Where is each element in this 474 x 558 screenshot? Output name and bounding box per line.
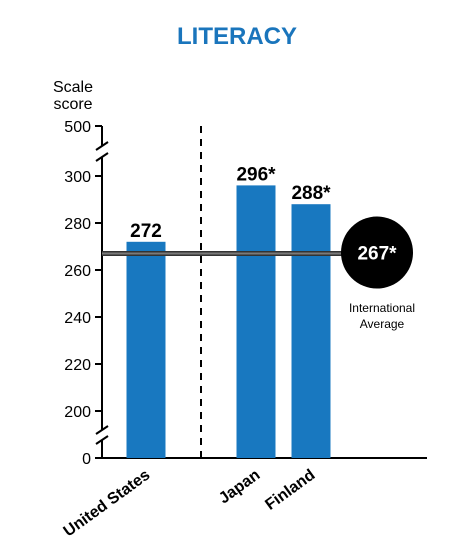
axis-break-mark-lower-a — [95, 435, 109, 445]
international-average-caption-line-1: International — [349, 301, 415, 315]
y-tick-label-260: 260 — [64, 263, 91, 280]
y-tick-label-240: 240 — [64, 310, 91, 327]
category-label-japan: Japan — [216, 466, 263, 507]
category-label-finland: Finland — [262, 466, 318, 513]
y-tick-label-220: 220 — [64, 357, 91, 374]
y-axis-title-line-1: Scale — [53, 79, 93, 96]
y-tick-label-500: 500 — [64, 119, 91, 136]
category-label-united-states: United States — [61, 466, 154, 540]
bar-united-states — [126, 241, 166, 458]
bar-finland — [291, 204, 331, 458]
y-tick-label-300: 300 — [64, 169, 91, 186]
axis-break-mark-upper-b — [95, 141, 109, 151]
bar-japan — [236, 185, 276, 458]
axis-break-mark-upper-a — [95, 152, 109, 162]
y-tick-label-280: 280 — [64, 216, 91, 233]
data-label-united-states: 272 — [130, 221, 162, 242]
y-tick-label-0: 0 — [82, 451, 91, 468]
y-tick-label-200: 200 — [64, 404, 91, 421]
chart-title: LITERACY — [177, 23, 297, 50]
y-axis-title-line-2: score — [53, 96, 92, 113]
international-average-caption-line-2: Average — [360, 317, 405, 331]
international-average-badge — [341, 216, 413, 289]
data-label-finland: 288* — [291, 183, 331, 204]
international-average-value: 267* — [357, 244, 397, 265]
axis-break-mark-lower-b — [95, 425, 109, 435]
data-label-japan: 296* — [236, 164, 276, 185]
